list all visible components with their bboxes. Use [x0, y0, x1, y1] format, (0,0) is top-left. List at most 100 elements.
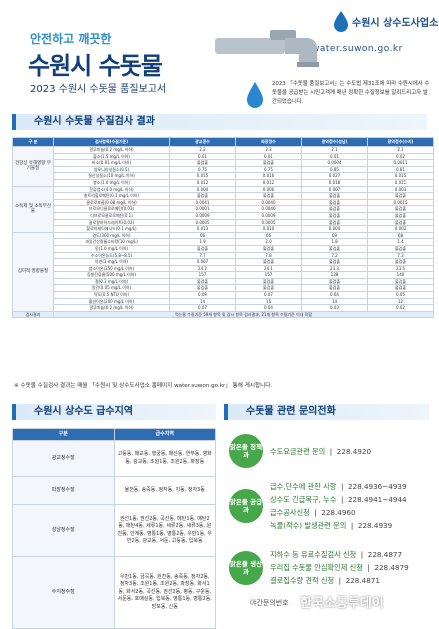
- header-row: 구 분 검사항목(수질기준) 광교정수 파장정수 광역정수(성남) 광역정수(수지): [12, 137, 434, 147]
- table-cell: 0.012: [235, 178, 302, 187]
- table-cell: 0.002: [367, 225, 434, 233]
- table-cell: 0.016: [235, 172, 302, 180]
- plant-name: 성남정수장: [12, 504, 115, 557]
- contact-label: 수도요금관련 문의: [270, 446, 326, 456]
- table-cell: 불검출: [367, 277, 434, 286]
- table-cell: 0.0015: [367, 198, 434, 207]
- table-cell: 0.0005: [235, 218, 302, 227]
- table-cell: 잔류염소(4.0 mg/L 이하): [53, 185, 170, 194]
- table-cell: 0.010: [235, 225, 302, 233]
- table-row: 클로랄하이드레이트(0.03) 0.0005 0.0005 불검출 불검출: [13, 218, 434, 227]
- table-cell: 0.02: [367, 304, 434, 312]
- contact-label: 녹물(적수) 발생관련 문의: [270, 521, 347, 530]
- table-cell: 24.2: [169, 264, 236, 273]
- table-cell: 불검출: [301, 198, 368, 207]
- table-row: 알루미늄(0.2 mg/L 이하) 0.07 0.04 0.03 0.02: [13, 304, 434, 312]
- table-cell: 수소이온농도(5.8~8.5): [53, 251, 170, 260]
- table-cell: 동(1.0 mg/L 이하): [53, 244, 170, 253]
- table-cell: 0.01: [169, 152, 236, 161]
- contact-label: 상수도 긴급복구, 누수: [270, 495, 337, 504]
- table-cell: 불검출: [235, 192, 302, 200]
- contact-line: 상수도 긴급복구, 누수 | 228.4941~4944: [270, 495, 407, 505]
- separator: |: [309, 508, 322, 517]
- table-cell: 0.0001: [169, 205, 236, 213]
- table-cell: 0.01: [301, 152, 368, 161]
- table-cell: 0.007: [301, 185, 368, 194]
- table-cell: 불검출: [367, 284, 434, 293]
- table-cell: 0.0009: [235, 211, 302, 220]
- separator: |: [336, 482, 348, 491]
- table-cell: 2.2: [169, 146, 236, 154]
- contact-label: 우리집 수돗물 안심확인제 신청: [270, 563, 363, 572]
- table-cell: 클로랄하이드레이트(0.03): [53, 218, 170, 227]
- table-row: 심미적 영향물질 경도(300 mg/L 이하) 66 66 69 68: [12, 231, 434, 312]
- table-cell: 0.04: [235, 304, 302, 312]
- table-cell: 할로아세틱에시드(0.1 mg/L): [53, 225, 170, 233]
- table-row: 붕소(1.0 mg/L 이하) 0.012 0.012 0.018 0.011: [13, 178, 434, 187]
- subtitle: 2023 수원시 수돗물 품질보고서: [30, 84, 167, 95]
- table-cell: 1.9: [169, 238, 236, 246]
- table-row: 암모니아성질소(0.5) 0.75 0.75 0.85 0.81: [13, 165, 434, 174]
- table-cell: 24.1: [235, 264, 302, 273]
- table-cell: 불검출: [301, 258, 368, 266]
- column-header: 구 분: [12, 137, 54, 147]
- separator: |: [336, 495, 348, 504]
- table-cell: 탁도(0.5 NTU 이하): [53, 291, 170, 299]
- table-cell: 불검출: [301, 205, 368, 213]
- group-name: 소독제 및 소독부산물: [12, 185, 54, 233]
- table-cell: 불검출: [235, 258, 302, 266]
- section-title: 수돗물 관련 문의전화: [224, 404, 429, 420]
- table-row: 황산이온(200 mg/L 이하) 14 15 14 12: [13, 297, 434, 306]
- logo-icon: [334, 11, 348, 32]
- table-cell: 0.01: [235, 152, 302, 161]
- table-cell: 불검출: [235, 277, 302, 286]
- table-row: 디브로모클로로메탄(0.1) 0.0009 0.0009 불검출 불검출: [13, 211, 434, 220]
- table-cell: 0.0046: [235, 205, 302, 213]
- column-header: 광역정수(수지): [367, 137, 434, 147]
- table-row: 철(0.3 mg/L 이하) 불검출 불검출 불검출 불검출: [13, 277, 434, 286]
- table-cell: 불검출: [235, 159, 302, 167]
- separator: |: [362, 563, 375, 572]
- table-cell: 불검출: [169, 159, 236, 167]
- table-row: 망간(0.05 mg/L 이하) 불검출 불검출 불검출 불검출: [13, 284, 434, 293]
- table-cell: 망간(0.05 mg/L 이하): [53, 284, 170, 293]
- group-name: 건강상 유해영향 무기물질: [12, 146, 54, 187]
- table-cell: 불검출: [367, 244, 434, 253]
- table-cell: 불소(1.5 mg/L 이하): [53, 152, 170, 161]
- table-cell: 15: [235, 297, 302, 306]
- table-cell: 불검출: [367, 218, 434, 227]
- table-cell: 경도(300 mg/L 이하): [53, 231, 170, 240]
- table-cell: 0.75: [235, 165, 302, 174]
- table-row: 할로아세틱에시드(0.1 mg/L) 0.013 0.010 0.004 0.002: [13, 225, 434, 233]
- supply-area: 우만1동, 금곡동, 원천동, 송죽동, 정자2동, 정자3동, 조원1동, 조…: [113, 556, 216, 629]
- contact-phone: 228.4920: [336, 446, 372, 456]
- table-row: 증발잔류물(500 mg/L 이하) 157 157 138 140: [13, 271, 434, 279]
- table-cell: 7.2: [301, 251, 368, 260]
- column-header: 급수지역: [113, 428, 216, 441]
- table-row: 브로모디클로로메탄(0.03) 0.0001 0.0046 불검출 불검출: [13, 205, 434, 213]
- contact-phone: 228.4879: [374, 563, 409, 572]
- table-cell: 0.006: [235, 185, 302, 194]
- table-row: 건강상 유해영향 무기물질 알루미늄(0.2 mg/L 이하) 2.2 2.3 2.1 2…: [12, 146, 434, 187]
- table-row: 광교정수장 고등동, 매교동, 행궁동, 매산동, 연무동, 영화동, 광교동, …: [12, 440, 216, 477]
- table-cell: 불검출: [301, 218, 368, 227]
- table-cell: 불검출: [301, 211, 368, 220]
- contact-line: 우리집 수돗물 안심확인제 신청 | 228.4879: [270, 563, 409, 573]
- table-cell: 0.0011: [367, 159, 434, 167]
- table-cell: 증발잔류물(500 mg/L 이하): [53, 271, 170, 279]
- supply-area: 율천동, 송죽동, 정자동, 지동, 정자3동: [113, 476, 216, 505]
- table-cell: 2.1: [301, 146, 368, 154]
- table-row: 과망간산칼륨소비량(10 mg/L) 1.9 2.0 1.8 1.4: [13, 238, 434, 246]
- group-name: 심미적 영향물질: [12, 231, 54, 312]
- org-name: 수원시 상수도사업소: [352, 18, 439, 29]
- result-row: 검사결과 먹는물 수질기준 59개 항목 및 감시 항목 검사결과, 21개 항목…: [12, 310, 434, 319]
- table-cell: 0.0041: [169, 198, 236, 207]
- table-row: 수지정수장 우만1동, 금곡동, 원천동, 송죽동, 정자2동, 정자3동, 조원…: [12, 556, 216, 629]
- result-label: 검사결과: [12, 310, 54, 319]
- separator: |: [356, 550, 368, 559]
- table-cell: 0.007: [169, 258, 236, 266]
- table-cell: 0.0040: [235, 198, 302, 207]
- table-cell: 23.5: [367, 264, 434, 273]
- contact-phone: 228.4941~4944: [347, 495, 407, 504]
- column-header: 구분: [12, 428, 115, 441]
